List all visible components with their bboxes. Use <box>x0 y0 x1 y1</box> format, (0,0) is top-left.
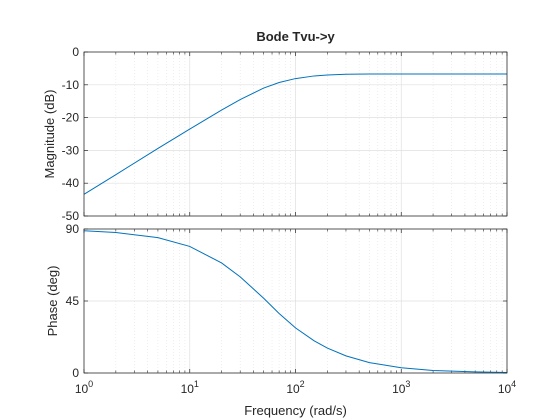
magnitude-y-tick-label: -50 <box>62 209 80 223</box>
x-tick-label: 104 <box>498 379 516 396</box>
phase-y-tick-label: 90 <box>66 222 80 236</box>
x-tick-label: 100 <box>75 379 93 396</box>
plot-title: Bode Tvu->y <box>256 29 335 44</box>
magnitude-y-tick-label: -10 <box>62 78 80 92</box>
x-tick-label: 103 <box>392 379 410 396</box>
phase-y-tick-label: 45 <box>66 294 80 308</box>
magnitude-y-tick-label: 0 <box>72 45 79 59</box>
x-tick-label: 102 <box>286 379 304 396</box>
magnitude-axis-label: Magnitude (dB) <box>42 90 57 179</box>
magnitude-y-tick-label: -30 <box>62 143 80 157</box>
magnitude-panel: 0 -10 -20 -30 -40 -50 <box>62 45 508 223</box>
phase-axes-box <box>83 228 508 374</box>
phase-axis-label: Phase (deg) <box>45 266 60 337</box>
magnitude-y-tick-label: -20 <box>62 111 80 125</box>
phase-y-tick-label: 0 <box>72 366 79 380</box>
magnitude-y-tick-label: -40 <box>62 176 80 190</box>
x-tick-label: 101 <box>181 379 199 396</box>
frequency-axis-label: Frequency (rad/s) <box>244 403 347 418</box>
magnitude-axes-box <box>83 51 508 217</box>
phase-series-line <box>83 230 508 374</box>
magnitude-series-line <box>83 73 507 195</box>
